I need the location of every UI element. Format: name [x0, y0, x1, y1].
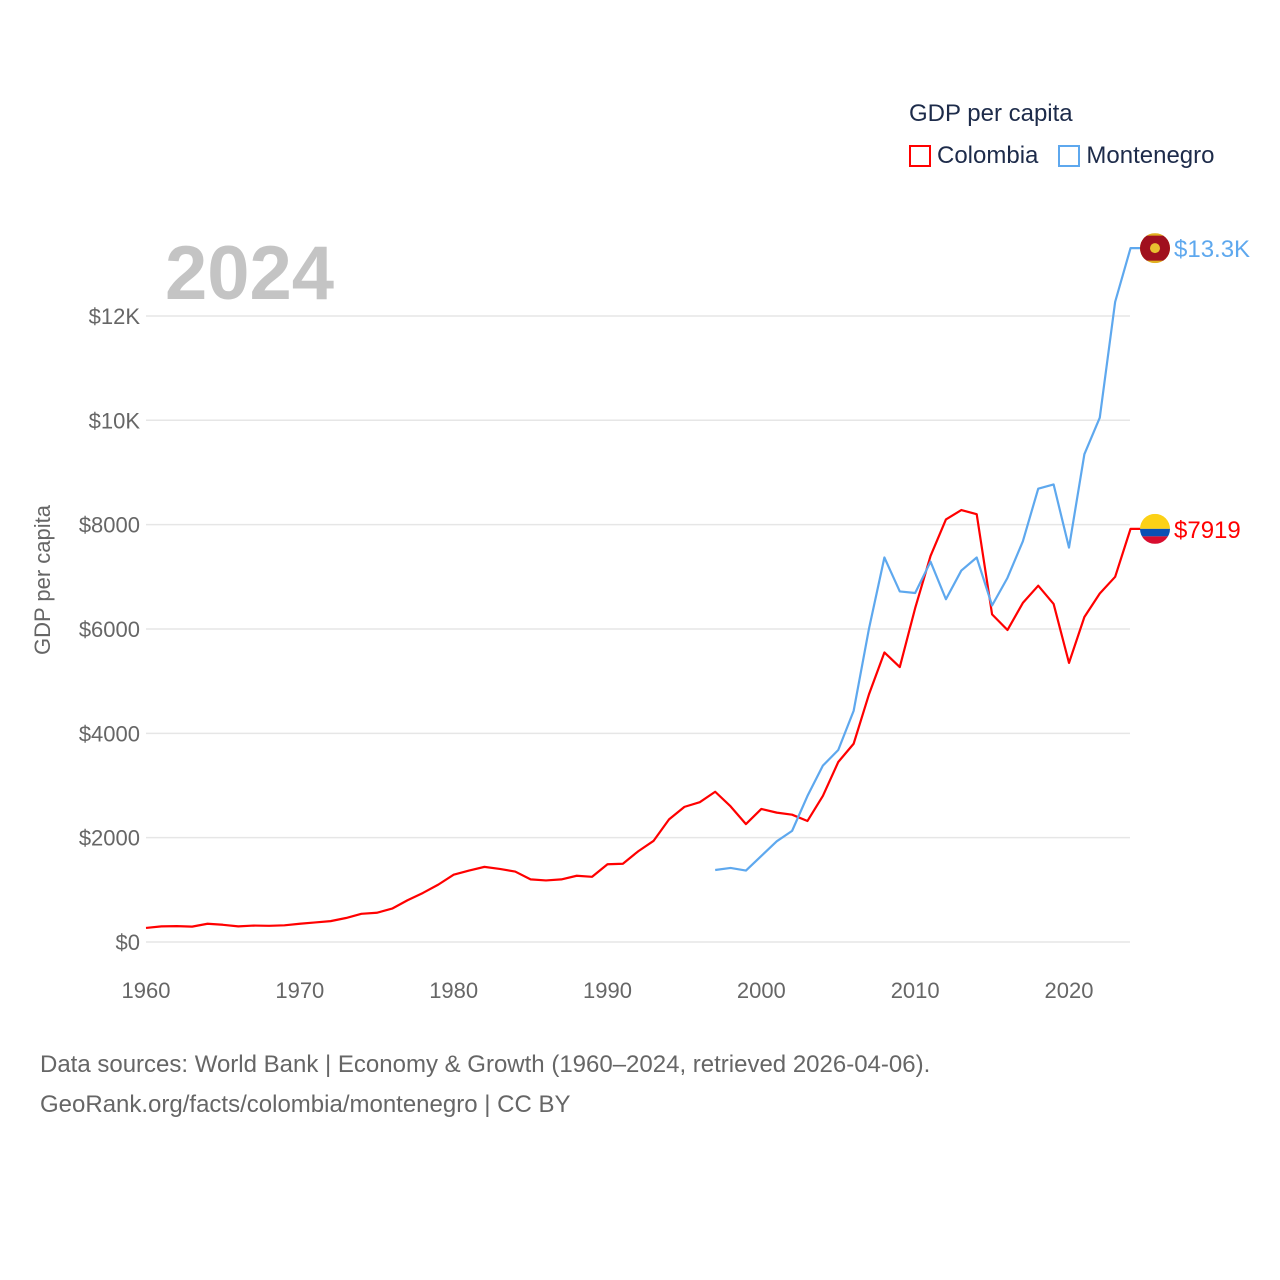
y-tick-label: $8000: [79, 513, 140, 538]
flag-colombia-icon: [1140, 513, 1170, 544]
legend-swatch-montenegro: [1058, 145, 1081, 167]
flag-montenegro-icon: [1140, 233, 1170, 264]
y-tick-label: $6000: [79, 617, 140, 642]
x-tick-label: 1960: [122, 978, 171, 1003]
x-tick-label: 1970: [275, 978, 324, 1003]
series-line-montenegro: [715, 247, 1141, 872]
end-value-label: $13.3K: [1174, 236, 1250, 263]
y-tick-label: $2000: [79, 826, 140, 851]
source-note: Data sources: World Bank | Economy & Gro…: [40, 1045, 930, 1125]
y-axis-label: GDP per capita: [30, 504, 55, 655]
source-line: Data sources: World Bank | Economy & Gro…: [40, 1051, 931, 1078]
source-url[interactable]: GeoRank.org/facts/colombia/montenegro | …: [40, 1091, 571, 1118]
x-tick-label: 1980: [429, 978, 478, 1003]
x-tick-label: 2020: [1045, 978, 1094, 1003]
y-tick-label: $4000: [79, 721, 140, 746]
legend-item-colombia[interactable]: Colombia: [909, 142, 1038, 170]
legend-title: GDP per capita: [909, 100, 1073, 127]
legend-label: Colombia: [937, 142, 1039, 169]
y-tick-label: $10K: [89, 408, 141, 433]
series-line-colombia: [145, 508, 1141, 930]
x-tick-label: 2000: [737, 978, 786, 1003]
y-tick-label: $0: [116, 930, 140, 955]
y-tick-label: $12K: [89, 304, 141, 329]
legend: Colombia Montenegro: [909, 142, 1214, 170]
legend-item-montenegro[interactable]: Montenegro: [1058, 142, 1214, 170]
end-value-label: $7919: [1174, 517, 1241, 544]
legend-label: Montenegro: [1086, 142, 1215, 169]
x-tick-label: 1990: [583, 978, 632, 1003]
year-label: 2024: [165, 231, 335, 316]
legend-swatch-colombia: [909, 145, 931, 167]
x-tick-label: 2010: [891, 978, 940, 1003]
